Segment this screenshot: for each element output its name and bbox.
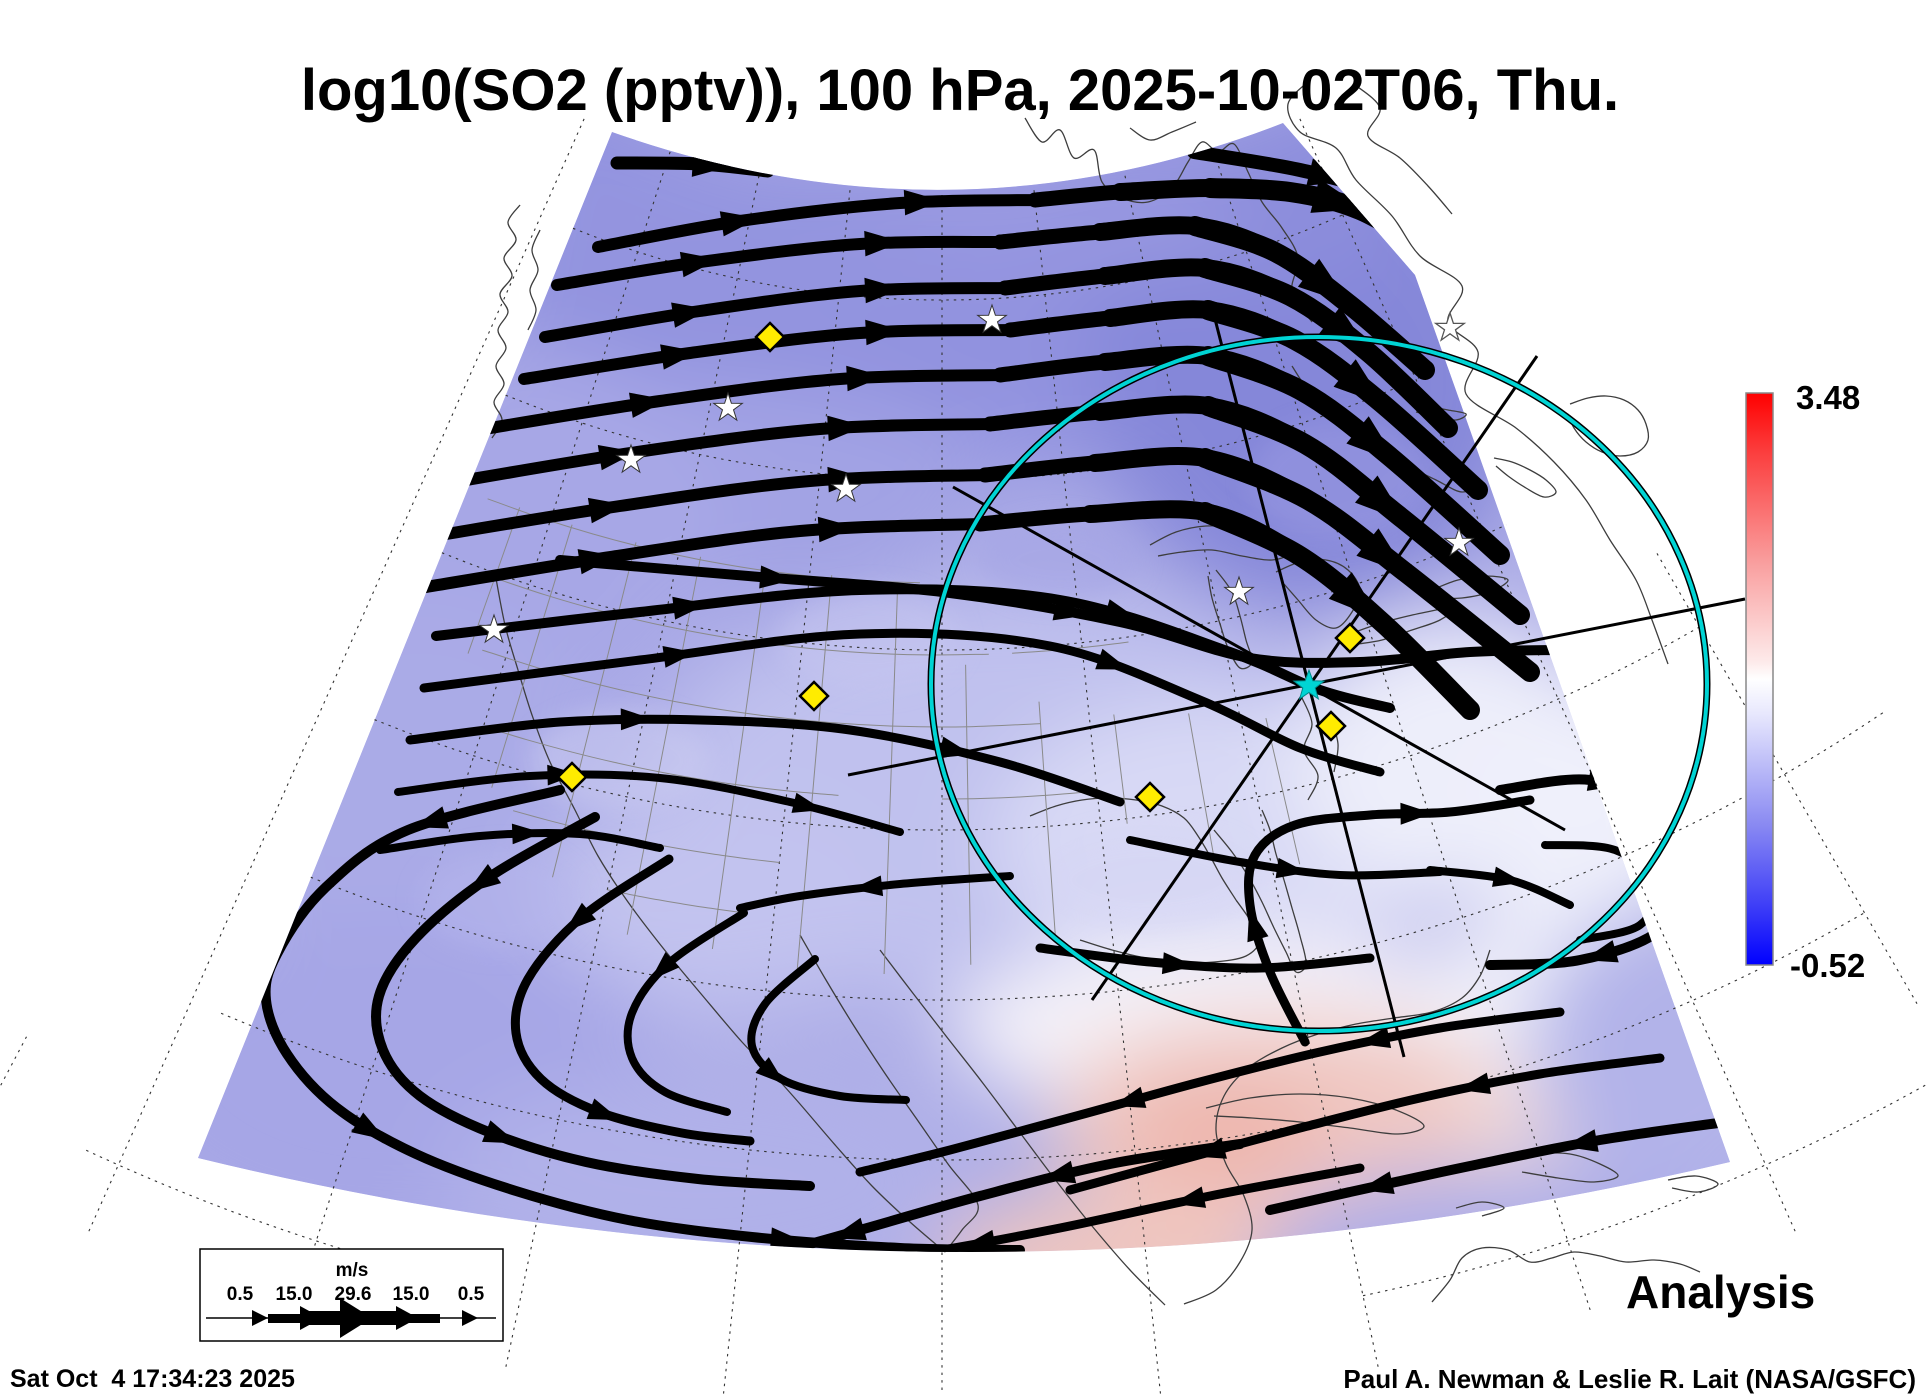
svg-text:0.5: 0.5 — [458, 1284, 485, 1305]
svg-text:15.0: 15.0 — [276, 1284, 313, 1305]
svg-text:Sat Oct 4 17:34:23 2025: Sat Oct 4 17:34:23 2025 — [10, 1365, 295, 1393]
svg-text:-0.52: -0.52 — [1790, 947, 1865, 984]
svg-text:Analysis: Analysis — [1626, 1266, 1815, 1318]
svg-text:0.5: 0.5 — [227, 1284, 254, 1305]
svg-text:29.6: 29.6 — [335, 1284, 372, 1305]
svg-text:m/s: m/s — [336, 1260, 369, 1281]
svg-text:log10(SO2 (pptv)), 100 hPa, 20: log10(SO2 (pptv)), 100 hPa, 2025-10-02T0… — [301, 58, 1619, 123]
svg-text:15.0: 15.0 — [393, 1284, 430, 1305]
svg-text:Paul A. Newman & Leslie R. Lai: Paul A. Newman & Leslie R. Lait (NASA/GS… — [1343, 1364, 1916, 1394]
svg-text:3.48: 3.48 — [1796, 379, 1860, 416]
